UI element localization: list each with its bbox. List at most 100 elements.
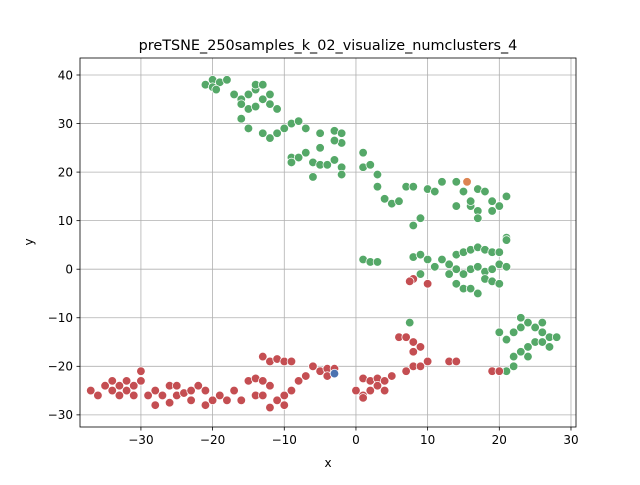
scatter-point xyxy=(365,160,375,170)
scatter-point xyxy=(494,327,504,337)
scatter-point xyxy=(329,155,340,165)
scatter-point xyxy=(401,366,411,376)
scatter-point xyxy=(211,84,221,95)
scatter-point xyxy=(358,148,368,158)
scatter-point xyxy=(394,196,404,206)
scatter-point xyxy=(422,356,433,367)
scatter-point xyxy=(437,177,447,187)
scatter-point xyxy=(265,133,275,143)
scatter-point xyxy=(200,385,211,396)
scatter-point xyxy=(186,385,196,396)
scatter-point xyxy=(473,262,483,272)
scatter-point xyxy=(544,342,555,352)
x-tick-label: 30 xyxy=(563,433,578,447)
scatter-point xyxy=(401,332,411,342)
scatter-point xyxy=(537,337,547,347)
scatter-point xyxy=(129,390,139,401)
scatter-point xyxy=(405,276,415,287)
scatter-point xyxy=(258,351,268,362)
scatter-point xyxy=(494,247,504,257)
scatter-point xyxy=(358,393,368,403)
x-axis-label: x xyxy=(324,456,331,470)
scatter-point xyxy=(444,259,454,270)
scatter-point xyxy=(530,322,540,333)
y-tick-label: −10 xyxy=(48,311,73,325)
scatter-point xyxy=(172,381,182,391)
scatter-point xyxy=(272,395,282,405)
scatter-point xyxy=(480,186,490,197)
scatter-point xyxy=(272,128,282,138)
scatter-point xyxy=(236,395,246,405)
scatter-point xyxy=(100,381,110,391)
scatter-point xyxy=(379,376,390,386)
scatter-point xyxy=(286,356,297,367)
y-axis-label: y xyxy=(22,238,36,245)
scatter-point xyxy=(465,196,476,206)
scatter-point xyxy=(508,351,519,362)
y-tick-label: 40 xyxy=(58,68,73,82)
scatter-point xyxy=(193,381,203,391)
scatter-point xyxy=(293,116,304,126)
scatter-point xyxy=(236,114,246,124)
scatter-point xyxy=(279,123,289,134)
scatter-point xyxy=(494,279,504,289)
scatter-point xyxy=(150,400,160,410)
scatter-point xyxy=(107,385,117,396)
scatter-point xyxy=(279,400,289,410)
scatter-point xyxy=(265,89,275,100)
scatter-point xyxy=(551,332,562,342)
y-tick-label: 0 xyxy=(65,263,73,277)
scatter-point xyxy=(516,313,526,323)
scatter-point xyxy=(415,213,426,223)
scatter-point xyxy=(143,390,153,401)
scatter-point xyxy=(207,395,218,405)
x-tick-label: −20 xyxy=(200,433,225,447)
scatter-point xyxy=(451,279,461,289)
scatter-point xyxy=(265,402,275,413)
scatter-point xyxy=(537,327,547,337)
y-tick-label: −20 xyxy=(48,360,73,374)
scatter-point xyxy=(473,213,483,223)
scatter-point xyxy=(258,390,268,401)
scatter-point xyxy=(458,186,469,197)
scatter-point xyxy=(379,194,390,204)
scatter-point xyxy=(487,196,497,206)
scatter-point xyxy=(265,99,275,109)
scatter-point xyxy=(322,160,332,170)
scatter-point xyxy=(508,361,519,371)
scatter-point xyxy=(516,322,526,333)
scatter-point xyxy=(258,94,268,104)
scatter-point xyxy=(365,385,375,396)
scatter-point xyxy=(465,283,476,294)
scatter-point xyxy=(222,75,232,85)
scatter-point xyxy=(121,385,132,396)
scatter-point xyxy=(243,89,254,100)
scatter-point xyxy=(272,104,282,114)
x-tick-label: 0 xyxy=(352,433,360,447)
scatter-point xyxy=(415,361,426,371)
plot-frame xyxy=(79,57,577,428)
scatter-point xyxy=(508,327,519,337)
scatter-point xyxy=(408,337,418,347)
scatter-point xyxy=(315,128,325,138)
scatter-point xyxy=(136,366,146,376)
scatter-point xyxy=(473,288,483,299)
scatter-point xyxy=(379,385,390,396)
scatter-point xyxy=(107,376,117,386)
x-tick-label: −30 xyxy=(128,433,153,447)
x-tick-label: −10 xyxy=(272,433,297,447)
y-tick-label: 30 xyxy=(58,117,73,131)
scatter-point xyxy=(422,254,433,265)
scatter-point xyxy=(329,368,340,379)
scatter-point xyxy=(422,279,433,289)
scatter-point xyxy=(494,201,504,211)
chart-title: preTSNE_250samples_k_02_visualize_numclu… xyxy=(139,38,518,54)
scatter-point xyxy=(523,317,533,328)
grid xyxy=(80,58,576,427)
scatter-point xyxy=(136,376,146,386)
scatter-point xyxy=(114,381,125,391)
scatter-point xyxy=(405,317,415,328)
axis-ticks: −30 −20 −10 0 10 20 30 −30 −20 −10 0 10 20 30 40 xyxy=(48,68,579,447)
scatter-point xyxy=(336,128,347,138)
